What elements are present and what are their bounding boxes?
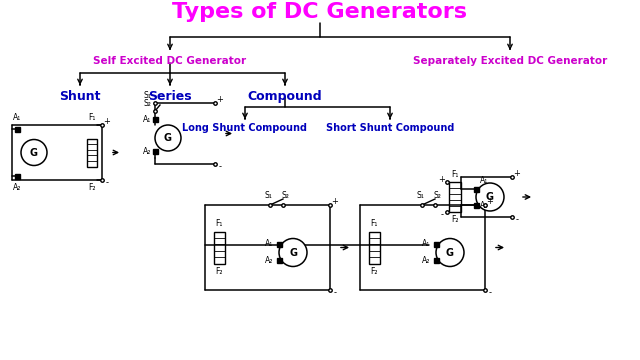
Text: +: + bbox=[104, 117, 111, 126]
Text: A₁: A₁ bbox=[143, 114, 151, 123]
Text: A₁: A₁ bbox=[422, 239, 430, 248]
Text: Compound: Compound bbox=[248, 90, 323, 103]
Bar bbox=[276, 242, 282, 247]
Text: S₁: S₁ bbox=[143, 91, 151, 100]
Text: S₂: S₂ bbox=[433, 191, 441, 200]
Circle shape bbox=[436, 238, 464, 266]
Text: A₂: A₂ bbox=[13, 183, 21, 192]
Text: F₁: F₁ bbox=[451, 170, 459, 179]
Text: A₁: A₁ bbox=[265, 239, 273, 248]
Bar bbox=[369, 231, 380, 264]
Text: G: G bbox=[164, 133, 172, 143]
Text: Types of DC Generators: Types of DC Generators bbox=[173, 2, 467, 22]
Circle shape bbox=[155, 125, 181, 151]
Text: G: G bbox=[486, 192, 494, 202]
Circle shape bbox=[476, 183, 504, 211]
Bar bbox=[87, 139, 97, 166]
Bar bbox=[214, 231, 225, 264]
Text: Separately Excited DC Generator: Separately Excited DC Generator bbox=[413, 56, 607, 66]
Text: Series: Series bbox=[148, 90, 192, 103]
Text: F₂: F₂ bbox=[371, 267, 378, 276]
Text: -: - bbox=[488, 288, 492, 297]
Bar bbox=[474, 202, 479, 207]
Bar bbox=[15, 174, 19, 179]
Text: +: + bbox=[513, 170, 520, 179]
Text: Self Excited DC Generator: Self Excited DC Generator bbox=[93, 56, 246, 66]
Text: S₂: S₂ bbox=[281, 191, 289, 200]
Bar bbox=[433, 258, 438, 263]
Text: Shunt: Shunt bbox=[60, 90, 100, 103]
Text: Long Shunt Compound: Long Shunt Compound bbox=[182, 123, 307, 133]
Text: A₂: A₂ bbox=[422, 256, 430, 265]
Bar bbox=[474, 186, 479, 192]
Text: +: + bbox=[216, 95, 223, 104]
Text: A₂: A₂ bbox=[143, 147, 151, 156]
Text: G: G bbox=[30, 148, 38, 158]
Bar bbox=[152, 117, 157, 122]
Bar bbox=[433, 242, 438, 247]
Text: F₂: F₂ bbox=[215, 267, 223, 276]
Text: G: G bbox=[446, 248, 454, 257]
Text: Short Shunt Compound: Short Shunt Compound bbox=[326, 123, 454, 133]
Text: +: + bbox=[332, 198, 339, 207]
Text: G: G bbox=[289, 248, 297, 257]
Text: S₁: S₁ bbox=[264, 191, 272, 200]
Text: A₁: A₁ bbox=[13, 113, 21, 122]
Text: F₂: F₂ bbox=[451, 215, 459, 224]
Circle shape bbox=[279, 238, 307, 266]
Bar bbox=[276, 258, 282, 263]
Text: -: - bbox=[333, 288, 337, 297]
Text: F₁: F₁ bbox=[88, 113, 96, 122]
Text: S₁: S₁ bbox=[416, 191, 424, 200]
Text: A₂: A₂ bbox=[480, 201, 488, 210]
Bar bbox=[152, 148, 157, 153]
Text: A₁: A₁ bbox=[480, 176, 488, 185]
Bar bbox=[449, 182, 461, 212]
Text: A₂: A₂ bbox=[264, 256, 273, 265]
Circle shape bbox=[21, 139, 47, 166]
Text: +: + bbox=[486, 198, 493, 207]
Text: +: + bbox=[438, 175, 445, 184]
Text: F₁: F₁ bbox=[215, 219, 223, 228]
Text: F₁: F₁ bbox=[371, 219, 378, 228]
Text: -: - bbox=[440, 211, 444, 220]
Text: F₂: F₂ bbox=[88, 183, 96, 192]
Text: S₂: S₂ bbox=[143, 99, 151, 108]
Text: -: - bbox=[515, 216, 518, 225]
Text: -: - bbox=[106, 179, 109, 188]
Text: -: - bbox=[218, 162, 221, 171]
Bar bbox=[15, 126, 19, 131]
